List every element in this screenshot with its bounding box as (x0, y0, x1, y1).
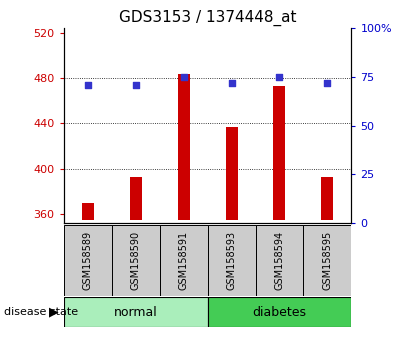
Point (276, 74, 283, 80)
Bar (112, 225, 159, 296)
Text: GSM158589: GSM158589 (83, 230, 92, 290)
Point (180, 74, 187, 80)
Point (324, 80, 331, 86)
Text: GSM158591: GSM158591 (179, 230, 189, 290)
Bar (159, 225, 208, 296)
Bar (129, 177, 142, 219)
Bar (208, 225, 256, 296)
Bar (303, 225, 351, 296)
Bar (82, 202, 94, 219)
Bar (208, 297, 351, 327)
Bar (226, 127, 238, 219)
Text: diabetes: diabetes (252, 306, 307, 319)
Bar (273, 86, 286, 219)
Text: normal: normal (114, 306, 157, 319)
Point (228, 80, 235, 86)
Title: GDS3153 / 1374448_at: GDS3153 / 1374448_at (119, 9, 296, 25)
Point (132, 82, 139, 88)
Text: GSM158595: GSM158595 (323, 230, 332, 290)
Bar (178, 74, 189, 219)
Text: GSM158590: GSM158590 (131, 230, 141, 290)
Bar (321, 177, 333, 219)
Bar (256, 225, 303, 296)
Text: GSM158593: GSM158593 (226, 230, 236, 290)
Point (84, 82, 91, 88)
Bar (64, 297, 208, 327)
Text: ▶: ▶ (48, 306, 58, 319)
Text: disease state: disease state (4, 307, 78, 318)
Text: GSM158594: GSM158594 (275, 230, 284, 290)
Bar (64, 225, 112, 296)
